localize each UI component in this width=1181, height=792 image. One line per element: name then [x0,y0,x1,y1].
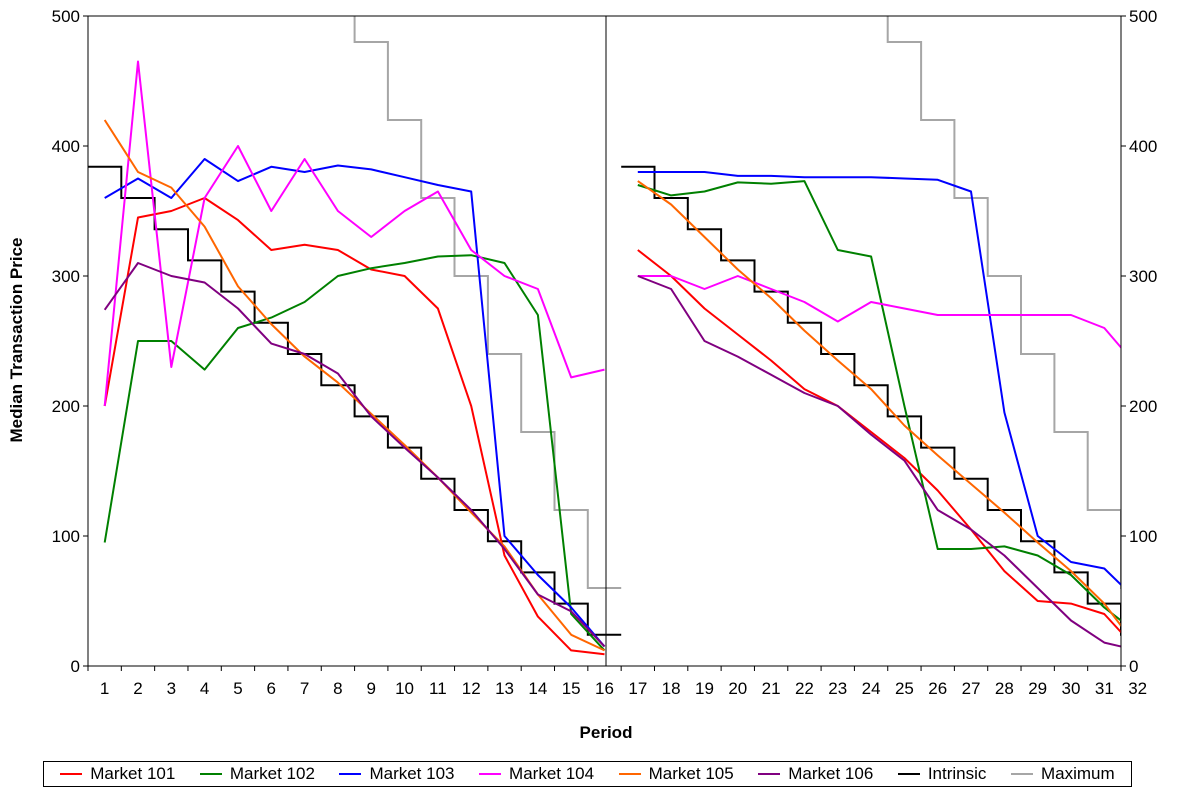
legend-item-market-103: Market 103 [339,764,455,784]
y-axis-title: Median Transaction Price [7,237,26,442]
x-tick-label: 15 [562,679,581,698]
y-tick-label-right: 400 [1129,137,1157,156]
series-market-103-line-1 [104,158,606,648]
legend-item-market-102: Market 102 [199,764,315,784]
x-tick-label: 32 [1128,679,1147,698]
y-axis-right: 0 100 200 300 400 500 [1121,7,1157,676]
plot-border [87,15,1122,667]
legend-label: Market 105 [648,764,734,783]
x-tick-label: 23 [828,679,847,698]
plot-lines [88,16,1121,656]
plot-frame [87,15,1122,667]
y-tick-label-right: 300 [1129,267,1157,286]
y-axis-left: 0 100 200 300 400 500 [52,7,88,676]
x-tick-label: 20 [728,679,747,698]
y-tick-label-left: 100 [52,527,80,546]
x-tick-label: 30 [1062,679,1081,698]
legend-item-maximum: Maximum [1010,764,1115,784]
x-tick-label: 16 [595,679,614,698]
series-market-102-line-2 [637,180,1121,622]
series-maximum-step-2 [886,16,1121,589]
x-tick-label: 10 [395,679,414,698]
x-tick-label: 9 [367,679,376,698]
x-tick-label: 22 [795,679,814,698]
x-tick-label: 28 [995,679,1014,698]
x-tick-label: 3 [167,679,176,698]
x-tick-label: 4 [200,679,209,698]
y-tick-label-right: 500 [1129,7,1157,26]
series-market-106-line-2 [637,275,1121,648]
series-market-104-line-2 [637,275,1121,350]
legend-swatch [758,773,781,775]
x-tick-label: 8 [333,679,342,698]
legend-label: Market 103 [369,764,455,783]
x-tick-label: 2 [133,679,142,698]
x-tick-label: 11 [429,679,447,698]
x-tick-label: 6 [267,679,276,698]
series-market-105-line-2 [637,180,1121,628]
legend-item-market-106: Market 106 [758,764,873,784]
legend-item-intrinsic: Intrinsic [897,764,987,784]
y-tick-label-right: 200 [1129,397,1157,416]
y-tick-label-left: 400 [52,137,80,156]
x-tick-label: 18 [662,679,681,698]
x-tick-label: 27 [962,679,981,698]
x-tick-label: 17 [628,679,647,698]
legend-label: Market 102 [229,764,315,783]
legend-label: Market 101 [90,764,176,783]
legend-swatch [199,773,222,775]
x-tick-label: 29 [1028,679,1047,698]
chart-legend: Market 101 Market 102 Market 103 Market 104… [43,761,1132,787]
legend-swatch [897,773,920,775]
y-tick-label-left: 200 [52,397,80,416]
series-market-101-line-2 [637,249,1121,634]
series-intrinsic-step-1 [88,165,622,636]
x-tick-label: 14 [528,679,547,698]
x-tick-label: 5 [233,679,242,698]
x-tick-label: 21 [762,679,781,698]
legend-swatch [479,773,502,775]
legend-swatch [1010,773,1033,775]
x-tick-label: 13 [495,679,514,698]
legend-swatch [618,773,641,775]
legend-label: Market 106 [788,764,874,783]
y-tick-label-left: 500 [52,7,80,26]
series-market-104-line-1 [103,60,605,407]
legend-swatch [339,773,362,775]
series-intrinsic-step-2 [621,165,1121,636]
series-market-101-line-1 [103,197,605,656]
legend-swatch [60,773,83,775]
x-tick-label: 26 [928,679,947,698]
series-market-103-line-2 [637,171,1121,587]
x-tick-label: 19 [695,679,714,698]
x-tick-label: 31 [1095,679,1114,698]
legend-label: Intrinsic [927,764,987,783]
legend-item-market-104: Market 104 [479,764,594,784]
x-tick-label: 25 [895,679,914,698]
legend-label: Market 104 [509,764,595,783]
series-market-102-line-1 [103,254,606,652]
legend-item-market-101: Market 101 [60,764,175,784]
series-maximum-step-1 [353,16,622,589]
x-tick-label: 7 [300,679,309,698]
x-tick-label: 24 [862,679,881,698]
legend-item-market-105: Market 105 [618,764,734,784]
x-axis: 1 2 3 4 5 6 7 8 9 10 11 12 13 14 15 16 17 18 19 20 21 22 23 24 2… [87,666,1147,698]
x-axis-title: Period [580,723,633,742]
x-tick-label: 12 [462,679,481,698]
y-tick-label-right: 0 [1129,657,1138,676]
legend-label: Maximum [1040,764,1115,783]
y-tick-label-left: 0 [71,657,80,676]
x-tick-label: 1 [100,679,109,698]
y-tick-label-left: 300 [52,267,80,286]
y-tick-label-right: 100 [1129,527,1157,546]
series-market-106-line-1 [103,262,606,648]
